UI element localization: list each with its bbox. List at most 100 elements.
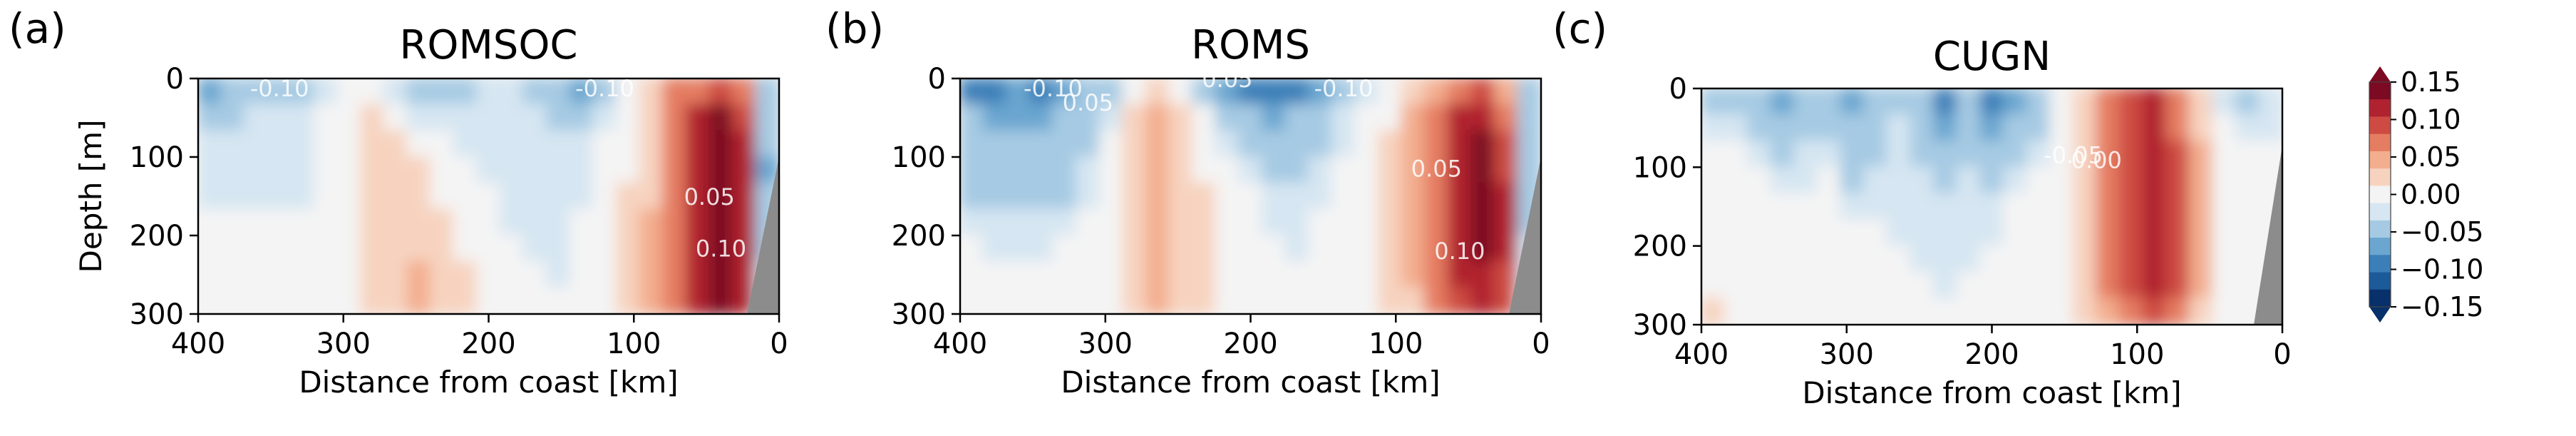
heatmap-cell [1122,130,1147,158]
heatmap-cell [290,208,315,236]
heatmap-cell [290,130,315,158]
heatmap-cell [1817,218,1842,247]
heatmap-cell [1840,245,1865,273]
y-tick-label: 300 [130,298,184,331]
heatmap-cell [198,260,222,289]
heatmap-cell [709,182,733,211]
contour-label: 0.10 [1434,238,1485,265]
heatmap-cell [2142,193,2167,220]
heatmap-cell [1701,271,1726,300]
heatmap-cell [383,78,408,106]
heatmap-cell [383,182,408,211]
heatmap-cell [2049,218,2074,247]
heatmap-cell [1701,140,1726,168]
panel-title: ROMS [1191,22,1310,69]
heatmap-cell [639,182,664,211]
heatmap-cell [2118,298,2144,325]
heatmap-cell [685,287,711,314]
x-tick-label: 400 [933,328,987,360]
heatmap-cell [1724,113,1749,142]
heatmap-cell [1770,245,1796,273]
heatmap-cell [1122,287,1147,314]
heatmap-cell [1029,78,1054,106]
heatmap-cell [1377,78,1403,106]
heatmap-cell [1886,218,1912,247]
heatmap-cell [2258,140,2282,168]
heatmap-cell [1029,260,1054,289]
heatmap-cell [430,235,455,263]
heatmap-cell [982,130,1008,158]
heatmap-cell [1006,130,1031,158]
heatmap-cell [2235,166,2260,195]
heatmap-cell [1215,78,1240,106]
heatmap-cell [1863,245,1888,273]
heatmap-cell [1886,193,1912,220]
heatmap-cell [2188,218,2214,247]
heatmap-cell [267,287,292,314]
heatmap-cell [2002,298,2028,325]
heatmap-cell [1424,103,1449,132]
x-axis-label: Distance from coast [km] [1802,375,2181,410]
heatmap-cell [2096,140,2121,168]
heatmap-cell [1354,78,1379,106]
heatmap-cell [1933,245,1958,273]
heatmap-cell [615,235,641,263]
heatmap-cell [1470,130,1495,158]
heatmap-cell [1770,298,1796,325]
heatmap-cell [336,287,362,314]
heatmap-cell [1122,156,1147,184]
heatmap-cell [685,156,711,184]
heatmap-cell [1145,103,1170,132]
heatmap-cell [1006,260,1031,289]
contour-label: -0.05 [2044,142,2103,169]
heatmap-cell [244,260,269,289]
heatmap-cell [1145,182,1170,211]
heatmap-cell [1029,156,1054,184]
heatmap-cell [1192,182,1217,211]
heatmap-cell [1956,218,1982,247]
heatmap-cell [662,78,687,106]
heatmap-cell [1956,166,1982,195]
heatmap-cell [1238,208,1263,236]
x-tick-label: 400 [1674,338,1729,371]
heatmap-cell [198,156,222,184]
heatmap-cell [2165,271,2190,300]
heatmap-cell [1747,88,1772,116]
contour-label: 0.05 [1411,155,1462,182]
colorbar-tick-label: −0.10 [2401,254,2483,285]
heatmap-cell [2026,166,2051,195]
heatmap-cell [1401,130,1426,158]
heatmap-cell [522,182,547,211]
heatmap-cell [1979,166,2004,195]
heatmap-cell [1215,156,1240,184]
heatmap-cell [1447,182,1473,211]
heatmap-cell [1354,260,1379,289]
heatmap-cell [1793,88,1818,116]
heatmap-cell [1284,156,1309,184]
heatmap-cell [1470,287,1495,314]
heatmap-cell [1817,113,1842,142]
heatmap-cell [1029,287,1054,314]
heatmap-cell [1956,245,1982,273]
heatmap-cell [336,208,362,236]
colorbar-extend-max [2369,66,2391,82]
heatmap-cell [1052,208,1077,236]
heatmap-cell [1192,156,1217,184]
heatmap-cell [1168,78,1193,106]
heatmap-cell [1424,235,1449,263]
y-tick-label: 0 [1669,73,1687,106]
heatmap-cell [709,103,733,132]
heatmap-cell [2118,218,2144,247]
heatmap-cell [2142,140,2167,168]
heatmap-cell [1747,298,1772,325]
heatmap-cell [2212,113,2237,142]
heatmap-cell [2188,245,2214,273]
heatmap-cell [499,235,525,263]
heatmap-cell [960,156,984,184]
heatmap-cell [569,235,594,263]
heatmap-cell [662,208,687,236]
heatmap-cell [1517,78,1541,106]
heatmap-cell [2142,113,2167,142]
heatmap-cell [1098,156,1124,184]
heatmap-cell [1747,245,1772,273]
